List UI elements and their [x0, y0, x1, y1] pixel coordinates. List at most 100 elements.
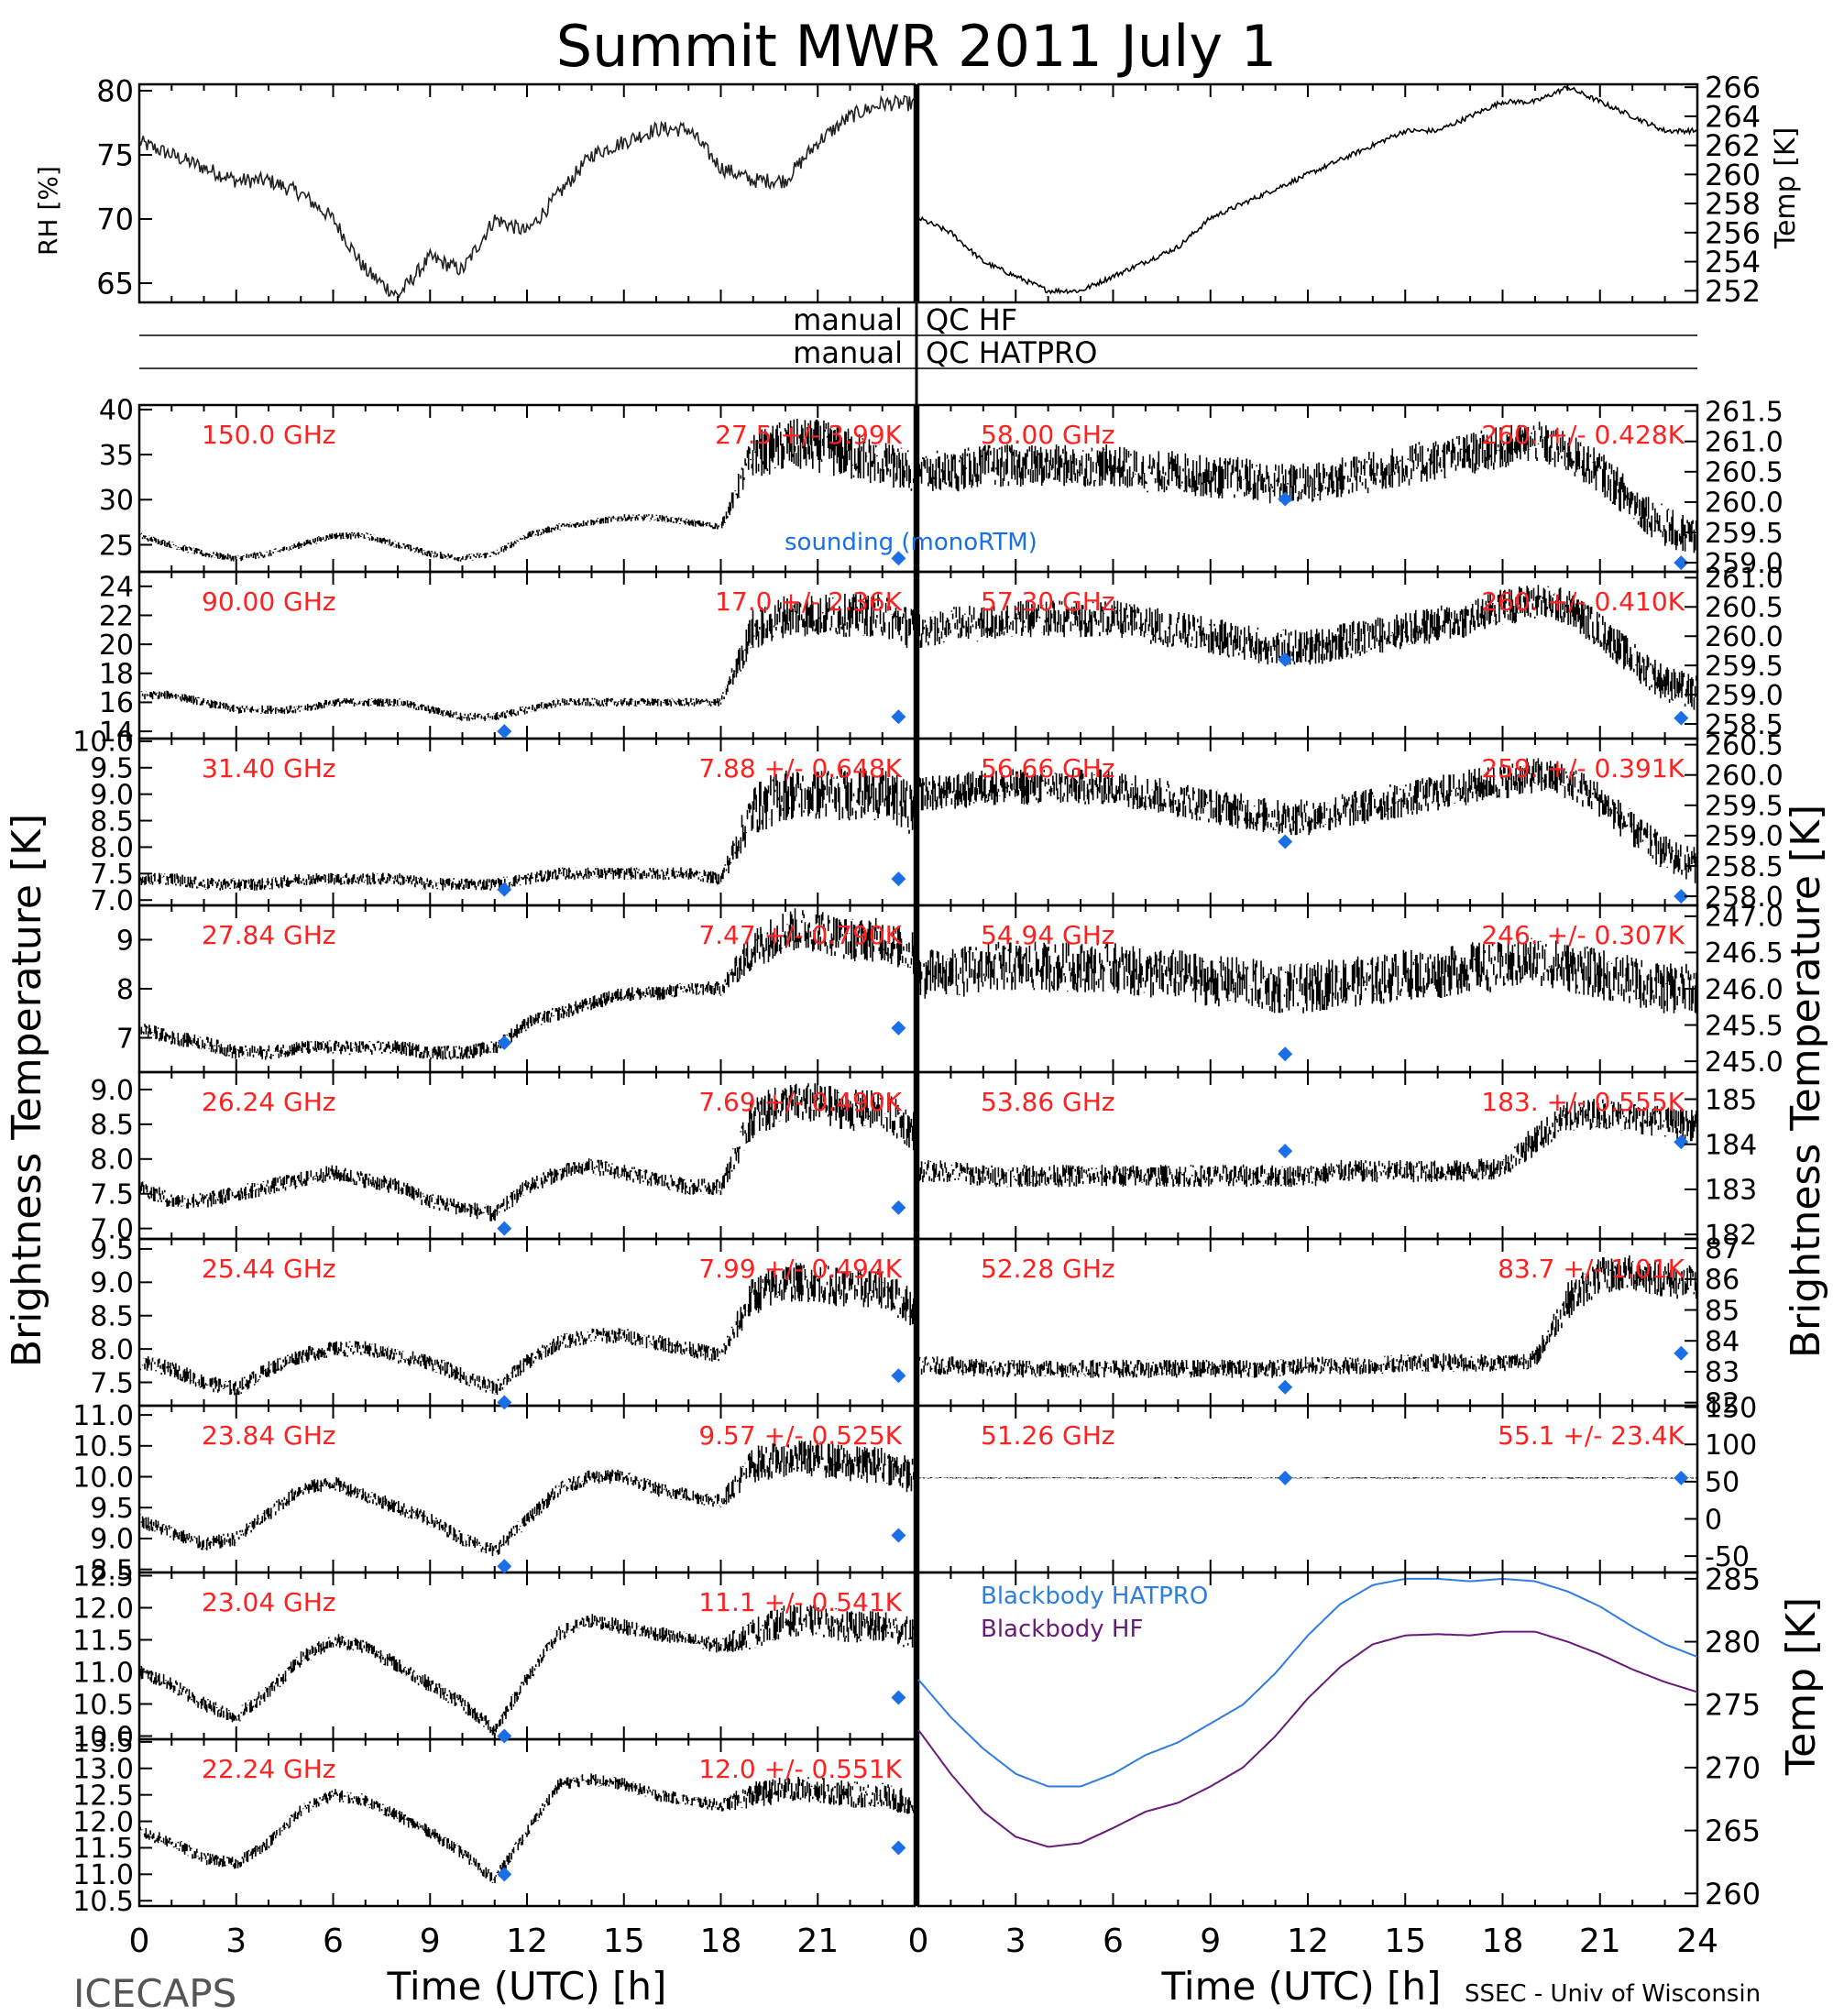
channel-label: 56.66 GHz: [981, 753, 1115, 783]
temp-top-panel: [916, 82, 1699, 304]
legend-blackbody-hf: Blackbody HF: [981, 1616, 1143, 1643]
bt-tick-label: 260.5: [1705, 592, 1784, 624]
bt-tick-label: 8.0: [90, 832, 134, 864]
bt-tick-label: 7: [116, 1023, 134, 1055]
bt-tick-label: 10.0: [72, 1462, 134, 1494]
temp-bb-axis-label: Temp [K]: [1778, 1597, 1825, 1776]
sounding-point: [497, 724, 512, 740]
footer-right: SSEC - Univ of Wisconsin: [1465, 1980, 1761, 2008]
rh-panel: [137, 82, 916, 304]
bt-tick-label: 11.5: [72, 1833, 134, 1865]
temp-top-tick-label: 260: [1705, 158, 1761, 192]
time-axis-label-left: Time (UTC) [h]: [387, 1964, 667, 2009]
bt-trace: [917, 422, 1698, 553]
bt-tick-label: 9.5: [90, 753, 134, 785]
blackbody-tick-label: 265: [1705, 1813, 1761, 1848]
bt-tick-label: 259.5: [1705, 518, 1784, 550]
channel-label: 25.44 GHz: [202, 1254, 336, 1284]
bt-tick-label: 13.0: [72, 1754, 134, 1786]
qc-strip: manual QC HF manual QC HATPRO: [139, 302, 1697, 370]
x-tick-label: 0: [908, 1923, 929, 1960]
x-tick-label: 9: [1200, 1923, 1221, 1960]
bt-tick-label: 245.5: [1705, 1010, 1784, 1042]
sounding-point: [1278, 1144, 1293, 1159]
blackbody-tick-label: 285: [1705, 1561, 1761, 1596]
bt-trace: [917, 937, 1698, 1013]
bt-tick-label: 12.0: [72, 1806, 134, 1838]
bt-tick-label: 85: [1705, 1295, 1740, 1327]
channel-stat: 9.57 +/- 0.525K: [698, 1420, 902, 1451]
bt-trace: [138, 908, 916, 1060]
blackbody-tick-label: 260: [1705, 1877, 1761, 1912]
channel-stat: 260. +/- 0.428K: [1481, 420, 1685, 450]
x-tick-label: 3: [1005, 1923, 1026, 1960]
rh-axis-label: RH [%]: [33, 166, 63, 256]
sounding-point: [891, 551, 906, 566]
bt-tick-label: 11.0: [72, 1400, 134, 1432]
bt-tick-label: 14: [99, 717, 134, 749]
figure-title: Summit MWR 2011 July 1: [556, 13, 1277, 80]
x-tick-label: 6: [323, 1923, 344, 1960]
bt-tick-label: 83: [1705, 1357, 1740, 1389]
temp-top-tick-label: 252: [1705, 274, 1761, 309]
bt-trace: [917, 1477, 1698, 1479]
channel-label: 52.28 GHz: [981, 1254, 1115, 1284]
rh-tick-label: 65: [96, 267, 134, 301]
channel-stat: 7.88 +/- 0.648K: [698, 753, 902, 783]
bt-tick-label: 247.0: [1705, 902, 1784, 934]
bt-tick-label: 185: [1705, 1084, 1757, 1116]
bt-trace: [138, 593, 916, 721]
bt-tick-label: 258.5: [1705, 709, 1784, 741]
bt-trace: [917, 1255, 1698, 1378]
bt-tick-label: 8.5: [90, 1554, 134, 1586]
sounding-point: [497, 882, 512, 897]
bt-tick-label: 258.5: [1705, 851, 1784, 883]
bt-tick-label: 20: [99, 630, 134, 662]
channel-stat: 260. +/- 0.410K: [1481, 586, 1685, 617]
qc-value-2: QC HATPRO: [926, 335, 1097, 370]
x-tick-label: 6: [1103, 1923, 1124, 1960]
sounding-annotation: sounding (monoRTM): [785, 529, 1037, 556]
channel-stat: 55.1 +/- 23.4K: [1498, 1420, 1685, 1451]
temp-top-axis-label: Temp [K]: [1770, 127, 1802, 250]
qc-label-1: manual: [793, 302, 903, 337]
bt-tick-label: 259.0: [1705, 821, 1784, 853]
bt-tick-label: 25: [99, 530, 134, 562]
bt-tick-label: 150: [1705, 1392, 1757, 1424]
blackbody-hatpro-line: [917, 1577, 1698, 1788]
blackbody-tick-label: 275: [1705, 1688, 1761, 1723]
x-tick-label: 0: [129, 1923, 150, 1960]
channel-label: 58.00 GHz: [981, 420, 1115, 450]
bt-tick-label: 0: [1705, 1504, 1722, 1536]
bt-tick-label: 24: [99, 572, 134, 604]
channel-label: 26.24 GHz: [202, 1087, 336, 1117]
sounding-point: [497, 1867, 512, 1882]
sounding-point: [891, 1020, 906, 1035]
sounding-point: [497, 1559, 512, 1574]
bt-tick-label: 7.0: [90, 1213, 134, 1245]
temp-top-tick-label: 262: [1705, 128, 1761, 163]
channel-stat: 246. +/- 0.307K: [1481, 920, 1685, 950]
bt-tick-label: 7.5: [90, 859, 134, 891]
bt-tick-label: 35: [99, 440, 134, 472]
sounding-point: [1674, 1134, 1689, 1150]
blackbody-tick-label: 280: [1705, 1625, 1761, 1660]
bt-tick-label: 259.0: [1705, 680, 1784, 712]
bt-tick-label: 9.5: [90, 1493, 134, 1525]
x-tick-label: 12: [506, 1923, 548, 1960]
bt-tick-label: 50: [1705, 1467, 1740, 1499]
bt-tick-label: 13.5: [72, 1727, 134, 1759]
sounding-point: [1278, 1470, 1293, 1485]
time-axis-label-right: Time (UTC) [h]: [1161, 1964, 1442, 2009]
bt-tick-label: 7.5: [90, 1179, 134, 1211]
bt-tick-label: 87: [1705, 1233, 1740, 1265]
bt-tick-label: 8.5: [90, 1110, 134, 1142]
x-tick-label: 18: [1482, 1923, 1524, 1960]
sounding-point: [497, 1728, 512, 1744]
channel-stat: 7.99 +/- 0.494K: [698, 1254, 902, 1284]
sounding-point: [891, 1840, 906, 1856]
bt-tick-label: 260.0: [1705, 621, 1784, 653]
sounding-point: [1278, 652, 1293, 667]
channel-stat: 12.0 +/- 0.551K: [698, 1754, 902, 1784]
channel-stat: 83.7 +/- 1.01K: [1498, 1254, 1685, 1284]
